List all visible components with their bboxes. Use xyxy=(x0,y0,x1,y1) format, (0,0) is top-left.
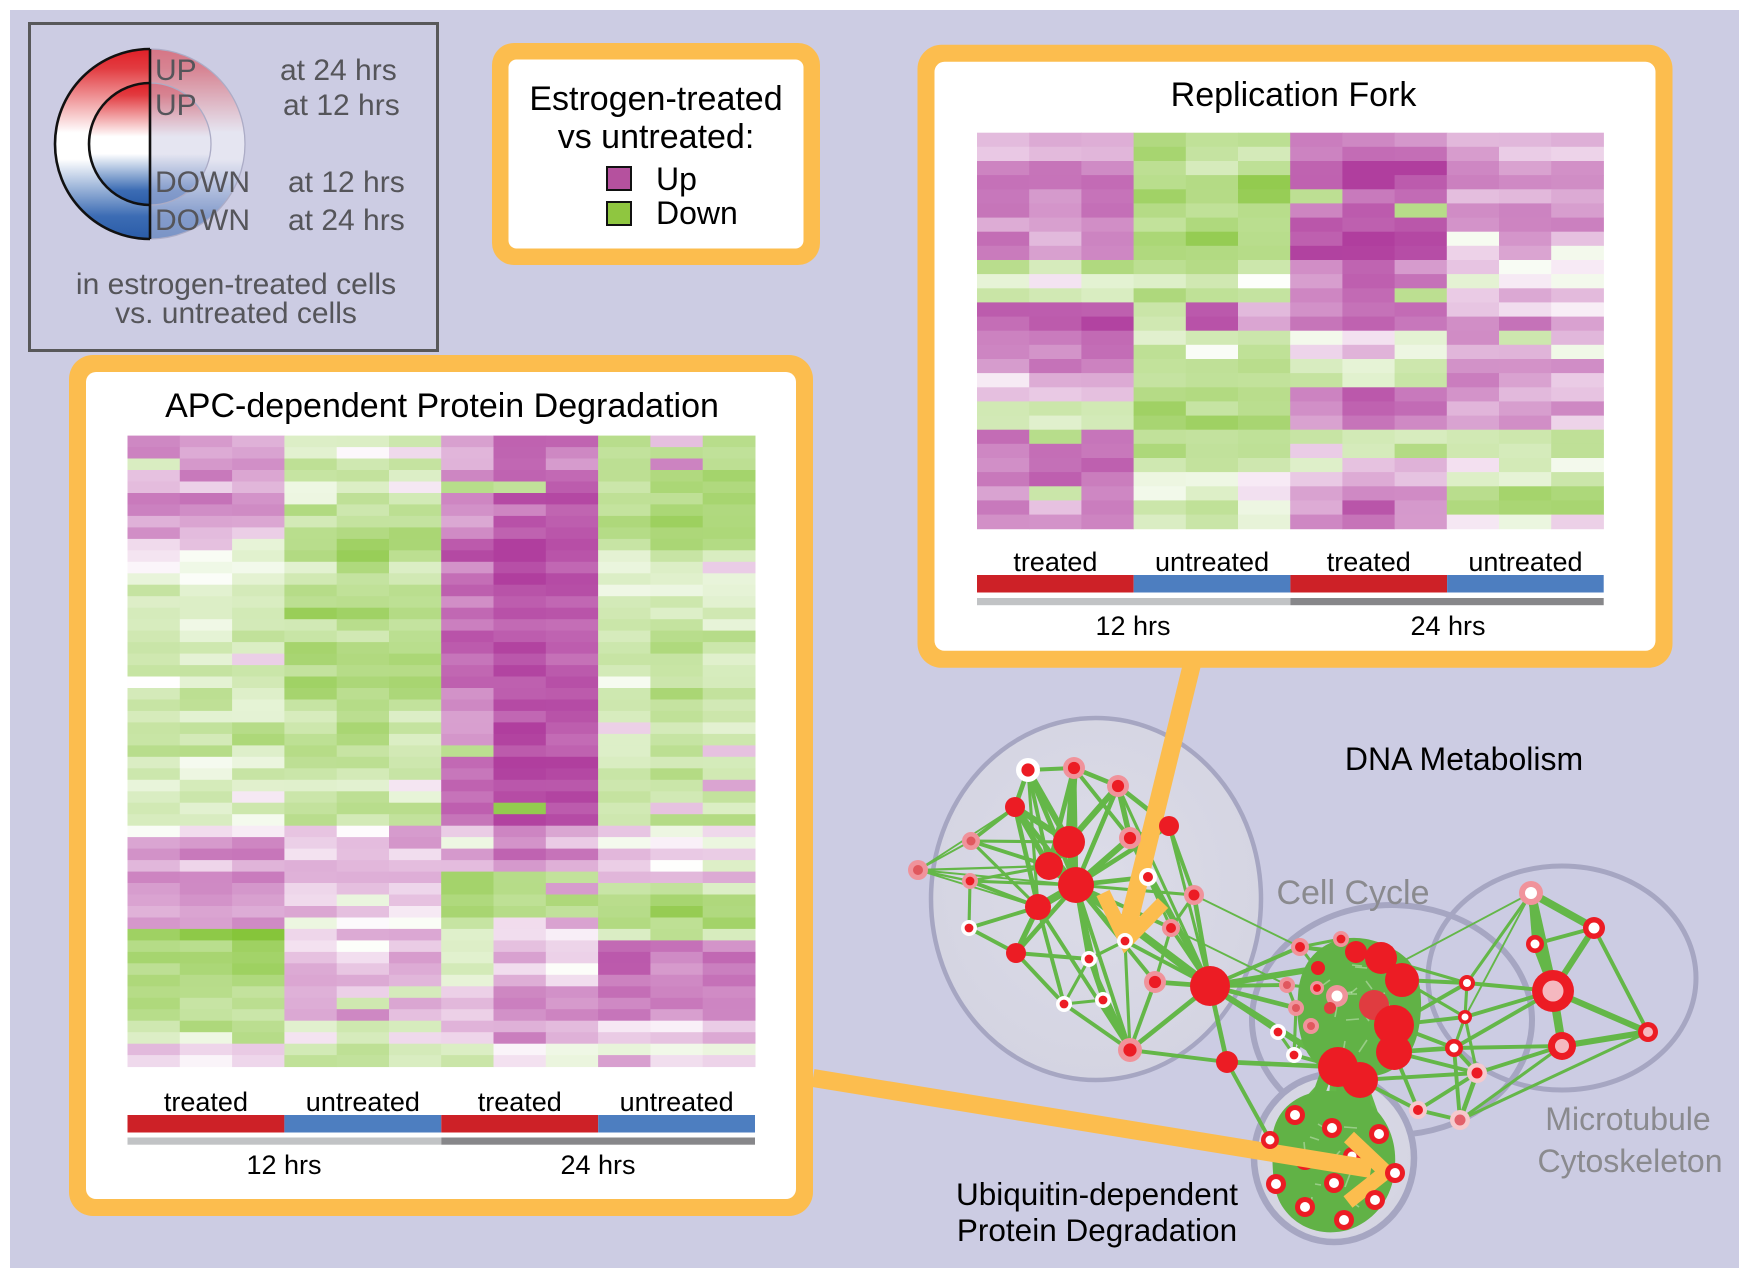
svg-text:vs. untreated cells: vs. untreated cells xyxy=(115,297,357,330)
svg-text:treated: treated xyxy=(164,1087,248,1117)
svg-text:12 hrs: 12 hrs xyxy=(1095,611,1170,641)
svg-text:at 24 hrs: at 24 hrs xyxy=(280,54,397,87)
svg-text:Estrogen-treated: Estrogen-treated xyxy=(529,80,782,118)
svg-text:24 hrs: 24 hrs xyxy=(560,1150,635,1180)
svg-text:DOWN: DOWN xyxy=(155,166,250,199)
svg-text:Protein Degradation: Protein Degradation xyxy=(957,1212,1237,1248)
svg-text:24 hrs: 24 hrs xyxy=(1410,611,1485,641)
svg-text:Ubiquitin-dependent: Ubiquitin-dependent xyxy=(956,1176,1238,1212)
svg-text:APC-dependent Protein Degradat: APC-dependent Protein Degradation xyxy=(165,387,719,425)
svg-text:untreated: untreated xyxy=(1155,547,1269,577)
svg-text:DOWN: DOWN xyxy=(155,204,250,237)
svg-text:untreated: untreated xyxy=(306,1087,420,1117)
svg-text:UP: UP xyxy=(155,89,197,122)
svg-text:Microtubule: Microtubule xyxy=(1545,1101,1710,1137)
svg-text:treated: treated xyxy=(1327,547,1411,577)
svg-text:at 12 hrs: at 12 hrs xyxy=(288,166,405,199)
svg-text:untreated: untreated xyxy=(1468,547,1582,577)
svg-text:Replication Fork: Replication Fork xyxy=(1171,76,1418,114)
svg-text:Cytoskeleton: Cytoskeleton xyxy=(1538,1143,1723,1179)
svg-text:untreated: untreated xyxy=(620,1087,734,1117)
svg-text:UP: UP xyxy=(155,54,197,87)
svg-text:Down: Down xyxy=(656,195,738,231)
svg-text:treated: treated xyxy=(478,1087,562,1117)
svg-text:DNA Metabolism: DNA Metabolism xyxy=(1345,741,1583,777)
svg-text:Cell Cycle: Cell Cycle xyxy=(1276,874,1429,912)
svg-text:Up: Up xyxy=(656,161,697,197)
svg-text:treated: treated xyxy=(1013,547,1097,577)
svg-text:in estrogen-treated cells: in estrogen-treated cells xyxy=(76,268,396,301)
svg-text:at 12 hrs: at 12 hrs xyxy=(283,89,400,122)
svg-text:vs untreated:: vs untreated: xyxy=(558,118,755,156)
svg-text:12 hrs: 12 hrs xyxy=(246,1150,321,1180)
svg-text:at 24 hrs: at 24 hrs xyxy=(288,204,405,237)
